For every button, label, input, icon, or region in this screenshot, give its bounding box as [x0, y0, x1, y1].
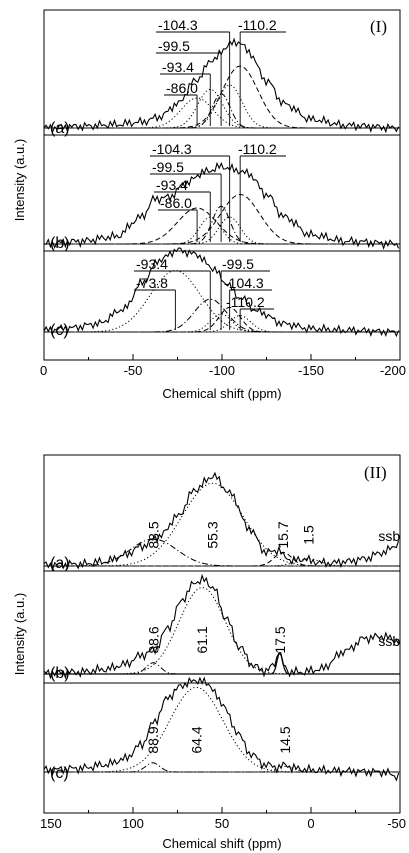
panel-i-x-axis-title: Chemical shift (ppm) [162, 386, 281, 401]
x-tick-label: 150 [40, 816, 62, 831]
peak-label: 64.4 [188, 726, 204, 753]
fit-component-curve [44, 65, 400, 129]
fit-component-curve [44, 216, 400, 245]
panel-ii-label: (II) [364, 463, 387, 482]
peak-label: -99.5 [152, 159, 184, 175]
peak-label: -110.2 [238, 141, 277, 157]
panel-ii-frame [43, 454, 401, 814]
peak-label: -86.0 [166, 80, 198, 96]
x-tick-label: 0 [307, 816, 314, 831]
peak-label: -73.8 [136, 275, 168, 291]
panel-i-x-axis: 0 -50 -100 -150 -200 [40, 354, 406, 378]
peak-label: -93.4 [162, 59, 194, 75]
x-tick-label: -150 [298, 363, 324, 378]
panel-i: (I) (a) (b) (c) -104.3-99.5-93.4-86.0-11… [12, 9, 406, 401]
fit-component-curve [44, 93, 400, 129]
peak-label: -93.4 [156, 177, 188, 193]
fit-component-curve [44, 193, 400, 245]
panel-i-y-axis-title: Intensity (a.u.) [12, 139, 27, 221]
peak-label: -110.2 [238, 17, 277, 33]
fit-component-curve [44, 97, 400, 129]
x-tick-label: 50 [215, 816, 229, 831]
fit-component-curve [44, 686, 400, 773]
x-tick-label: -50 [124, 363, 143, 378]
fit-component-curve [44, 482, 400, 567]
spinning-sideband-label: ssb [378, 528, 400, 544]
panel-ii-x-axis: 150 100 50 0 -50 [40, 807, 406, 831]
peak-label: 14.5 [277, 726, 293, 753]
fit-component-curve [44, 586, 400, 675]
measured-spectrum-line [43, 573, 400, 680]
peak-label: -99.5 [158, 38, 190, 54]
peak-label: -104.3 [224, 275, 264, 291]
peak-label: 61.1 [194, 626, 210, 653]
peak-label: -104.3 [158, 17, 198, 33]
fit-component-curve [44, 315, 400, 333]
fit-component-curve [44, 306, 400, 333]
measured-spectrum-line [43, 471, 400, 572]
x-tick-label: -50 [387, 816, 406, 831]
peak-label: 15.7 [275, 521, 291, 548]
peak-label: -86.0 [160, 195, 192, 211]
fit-component-curve [44, 313, 400, 333]
panel-i-frame [43, 9, 401, 361]
peak-label: -93.4 [136, 256, 168, 272]
peak-label: 88.9 [145, 726, 161, 753]
fit-component-curve [44, 216, 400, 245]
peak-label: -104.3 [152, 141, 192, 157]
peak-label: 1.5 [300, 525, 316, 545]
peak-label: 88.5 [146, 521, 162, 548]
x-tick-label: -200 [380, 363, 406, 378]
panel-ii-y-axis-title: Intensity (a.u.) [12, 593, 27, 675]
panel-i-label: (I) [370, 17, 387, 36]
x-tick-label: 0 [40, 363, 47, 378]
measured-spectrum-line [43, 676, 400, 782]
panel-ii-x-axis-title: Chemical shift (ppm) [162, 836, 281, 851]
peak-label: 55.3 [205, 521, 221, 548]
fit-component-curve [44, 652, 400, 675]
fit-component-curve [44, 762, 400, 773]
peak-label: 17.5 [272, 626, 288, 653]
x-tick-label: -100 [209, 363, 235, 378]
peak-label: 88.6 [145, 626, 161, 653]
panel-ii-plot-area: 88.5 55.3 15.7 1.5 ssb 88.6 61.1 17.5 ssb 88.9 64.… [43, 471, 400, 782]
panel-i-trace-label-c: (c) [50, 322, 69, 339]
x-tick-label: 100 [122, 816, 144, 831]
panel-ii-trace-label-a: (a) [50, 555, 70, 572]
fit-component-curve [44, 205, 400, 245]
peak-label: -110.2 [226, 294, 265, 310]
spinning-sideband-label: ssb [378, 633, 400, 649]
fit-component-curve [44, 207, 400, 245]
fit-component-curve [44, 88, 400, 129]
fit-component-curve [44, 269, 400, 333]
peak-label: -99.5 [222, 256, 254, 272]
panel-i-plot-area: -104.3 -99.5 -93.4 -86.0 -110.2 -104.3 -99.5 -9… [43, 17, 400, 338]
measured-spectrum-line [43, 161, 400, 250]
